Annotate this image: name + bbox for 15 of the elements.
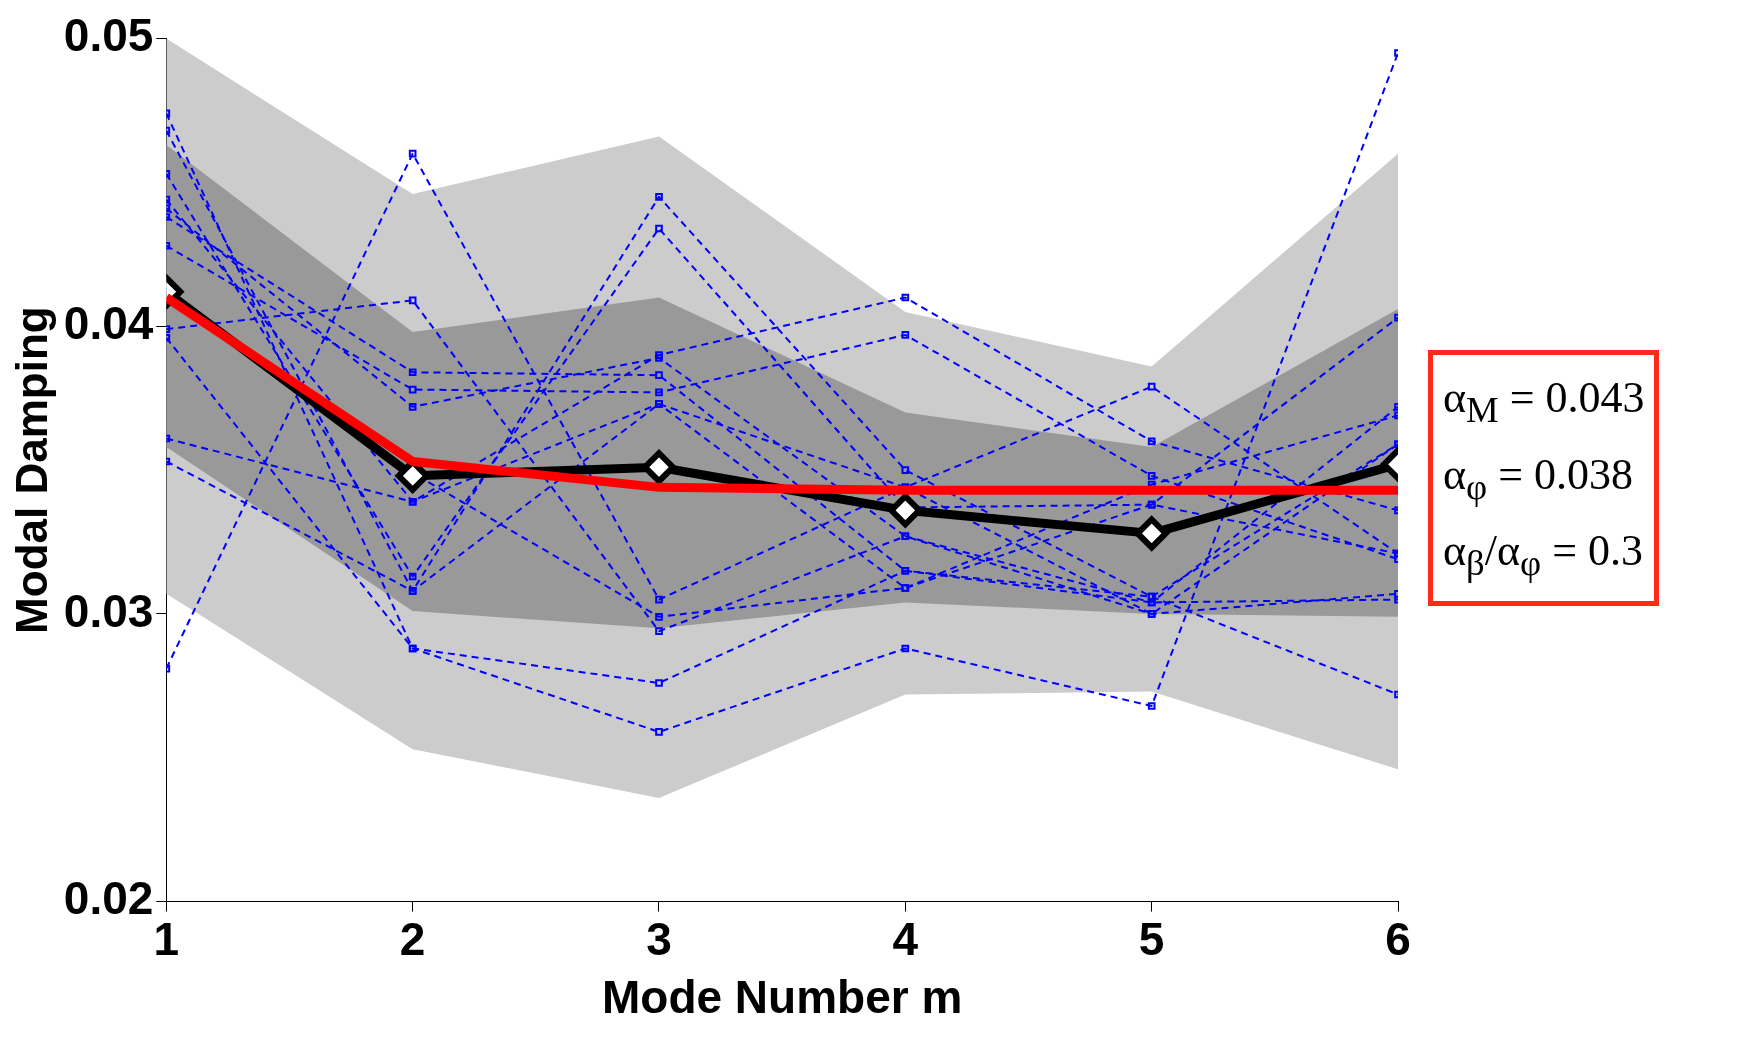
y-axis-title: Modal Damping — [6, 306, 56, 634]
y-tick-label: 0.03 — [63, 584, 154, 637]
x-tick-label: 1 — [153, 912, 180, 965]
text: α$_{φ}$ = 0.038 — [1443, 448, 1635, 509]
x-tick-label: 4 — [892, 912, 919, 965]
x-tick-label: 5 — [1138, 912, 1165, 965]
y-tick-label: 0.02 — [63, 872, 154, 925]
x-tick-label: 6 — [1385, 912, 1411, 965]
y-tick-label: 0.05 — [63, 9, 154, 62]
x-tick-label: 2 — [399, 912, 426, 965]
x-axis-title: Mode Number m — [601, 971, 963, 1024]
text: α$_{M}$ = 0.043 — [1443, 372, 1645, 433]
x-tick-label: 3 — [646, 912, 672, 965]
y-tick-label: 0.04 — [63, 296, 154, 349]
text: α$_{β}$/α$_{φ}$ = 0.3 — [1443, 525, 1644, 586]
